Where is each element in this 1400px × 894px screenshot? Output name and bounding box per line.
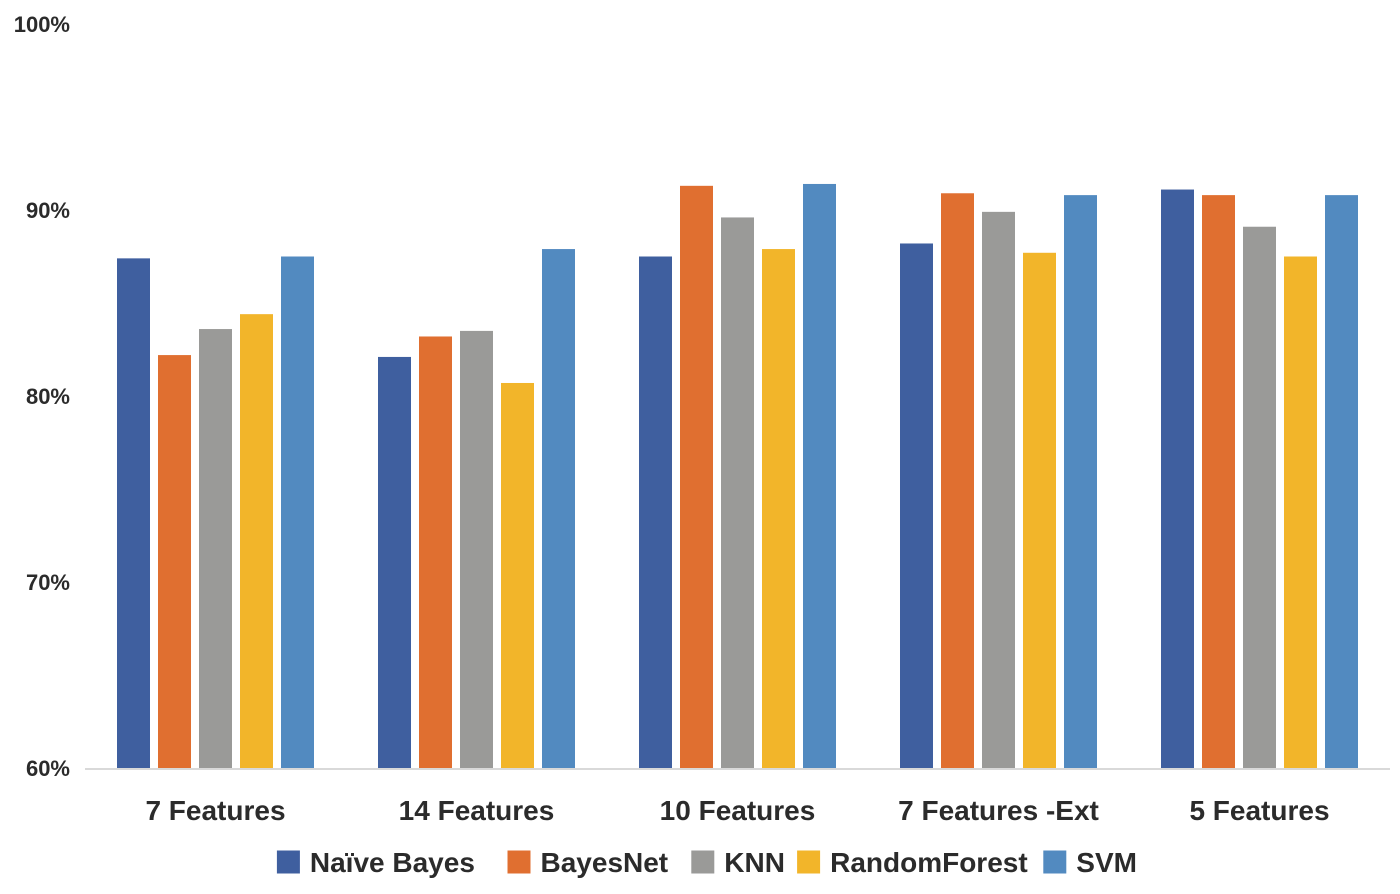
bar: [281, 256, 314, 768]
y-tick-label: 70%: [26, 570, 70, 595]
bar: [1023, 252, 1056, 768]
y-tick-label: 80%: [26, 384, 70, 409]
bar: [117, 258, 150, 768]
y-tick-label: 100%: [14, 12, 70, 37]
bar: [1161, 189, 1194, 769]
bar: [721, 217, 754, 768]
bar: [900, 243, 933, 769]
x-category-label: 7 Features -Ext: [898, 795, 1099, 826]
bar: [1325, 195, 1358, 768]
bar: [639, 256, 672, 768]
bars-group: [117, 183, 1358, 769]
bar: [1284, 256, 1317, 768]
x-category-label: 5 Features: [1189, 795, 1329, 826]
bar: [240, 314, 273, 768]
bar: [378, 356, 411, 768]
legend-swatch: [1043, 850, 1067, 874]
x-axis-category-labels: 7 Features 14 Features 10 Features 7 Featur…: [145, 795, 1329, 826]
bar: [199, 329, 232, 768]
bar: [803, 183, 836, 768]
bar: [680, 185, 713, 768]
x-category-label: 7 Features: [145, 795, 285, 826]
x-category-label: 10 Features: [660, 795, 816, 826]
bar: [762, 249, 795, 768]
legend-swatch: [507, 850, 531, 874]
legend-swatch: [797, 850, 821, 874]
bar: [460, 330, 493, 768]
legend-swatch: [276, 850, 300, 874]
legend-label: SVM: [1076, 847, 1137, 878]
bar: [982, 211, 1015, 769]
bar: [1202, 195, 1235, 768]
bar: [501, 382, 534, 768]
bar: [1064, 195, 1097, 768]
bar: [542, 249, 575, 768]
y-axis-ticks: 60% 70% 80% 90% 100%: [14, 12, 70, 781]
bar: [1243, 226, 1276, 769]
legend: Naïve Bayes BayesNet KNN RandomForest SVM: [276, 847, 1137, 878]
legend-label: BayesNet: [541, 847, 669, 878]
y-tick-label: 90%: [26, 198, 70, 223]
legend-label: KNN: [724, 847, 785, 878]
bar: [158, 355, 191, 768]
x-category-label: 14 Features: [399, 795, 555, 826]
y-tick-label: 60%: [26, 756, 70, 781]
legend-label: Naïve Bayes: [310, 847, 475, 878]
legend-swatch: [691, 850, 715, 874]
bar: [419, 336, 452, 768]
bar: [941, 193, 974, 768]
legend-label: RandomForest: [830, 847, 1028, 878]
